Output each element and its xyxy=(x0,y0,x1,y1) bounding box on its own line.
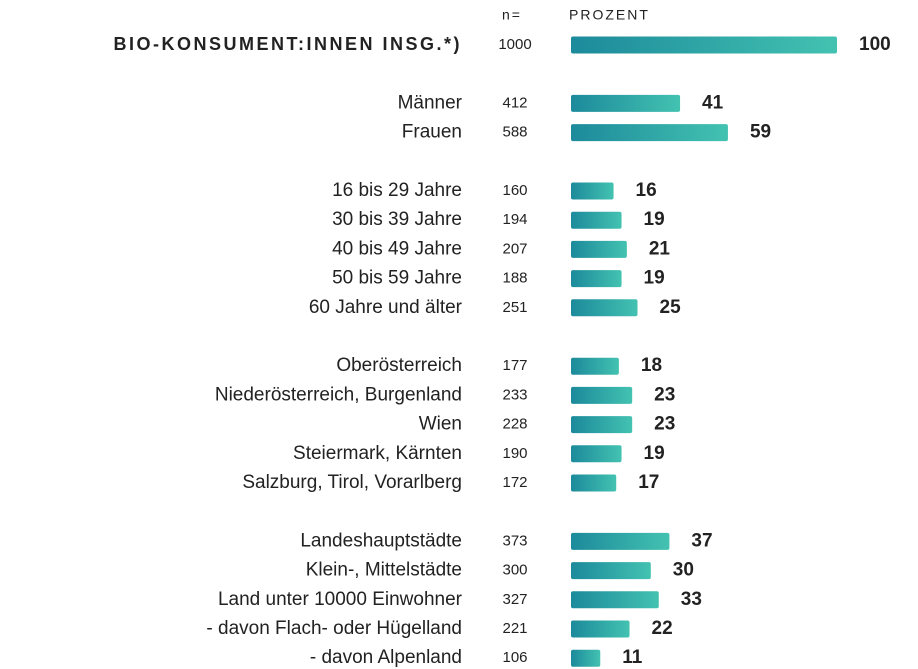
value-header: PROZENT xyxy=(569,7,650,23)
category-label: 30 bis 39 Jahre xyxy=(332,209,462,230)
bar xyxy=(571,94,681,112)
value-label: 30 xyxy=(673,560,694,581)
n-label: 300 xyxy=(502,562,527,579)
category-label: Steiermark, Kärnten xyxy=(293,443,462,464)
bar xyxy=(571,620,630,638)
n-label: 327 xyxy=(502,591,527,608)
n-label: 233 xyxy=(502,386,527,403)
category-label: 16 bis 29 Jahre xyxy=(332,180,462,201)
category-label: Salzburg, Tirol, Vorarlberg xyxy=(242,472,462,493)
category-label: Männer xyxy=(398,92,463,113)
value-label: 37 xyxy=(691,530,712,551)
value-label: 25 xyxy=(660,297,682,318)
n-label: 188 xyxy=(502,270,527,287)
category-label: Wien xyxy=(419,414,462,435)
n-label: 1000 xyxy=(498,36,531,53)
bar xyxy=(571,474,617,492)
bar xyxy=(571,270,622,288)
category-label: 40 bis 49 Jahre xyxy=(332,238,462,259)
bar xyxy=(571,240,627,258)
bar xyxy=(571,357,619,375)
bar xyxy=(571,562,651,580)
bar xyxy=(571,299,638,317)
value-label: 19 xyxy=(644,268,665,289)
n-label: 588 xyxy=(502,124,527,141)
bar xyxy=(571,182,614,200)
n-header: n= xyxy=(502,7,522,23)
value-label: 33 xyxy=(681,589,702,610)
n-label: 194 xyxy=(502,211,527,228)
bar xyxy=(571,36,837,54)
value-label: 23 xyxy=(654,384,675,405)
bar xyxy=(571,532,670,550)
n-label: 251 xyxy=(502,299,527,316)
value-label: 19 xyxy=(644,443,665,464)
category-label: Klein-, Mittelstädte xyxy=(306,560,462,581)
n-label: 106 xyxy=(502,649,527,666)
value-label: 100 xyxy=(859,34,891,55)
value-label: 17 xyxy=(638,472,659,493)
bar xyxy=(571,416,633,434)
n-label: 207 xyxy=(502,240,527,257)
category-label: 50 bis 59 Jahre xyxy=(332,268,462,289)
category-label: - davon Flach- oder Hügelland xyxy=(206,618,462,639)
bar xyxy=(571,591,659,609)
bar xyxy=(571,124,728,142)
value-label: 21 xyxy=(649,238,671,259)
bar xyxy=(571,445,622,463)
n-label: 160 xyxy=(502,182,527,199)
n-label: 221 xyxy=(502,620,527,637)
category-label: Landeshauptstädte xyxy=(300,530,462,551)
category-label: BIO-KONSUMENT:INNEN INSG.*) xyxy=(113,34,462,54)
category-label: Niederösterreich, Burgenland xyxy=(215,384,462,405)
value-label: 59 xyxy=(750,122,771,143)
category-label: 60 Jahre und älter xyxy=(309,297,463,318)
value-label: 19 xyxy=(644,209,665,230)
bar xyxy=(571,386,633,404)
n-label: 412 xyxy=(502,94,527,111)
category-label: Frauen xyxy=(402,122,462,143)
value-label: 16 xyxy=(636,180,657,201)
n-label: 228 xyxy=(502,416,527,433)
value-label: 11 xyxy=(622,647,643,668)
bar xyxy=(571,211,622,229)
value-label: 23 xyxy=(654,414,675,435)
n-label: 190 xyxy=(502,445,527,462)
value-label: 41 xyxy=(702,92,724,113)
category-label: - davon Alpenland xyxy=(310,647,462,668)
n-label: 373 xyxy=(502,532,527,549)
category-label: Oberösterreich xyxy=(336,355,462,376)
n-label: 172 xyxy=(502,474,527,491)
n-label: 177 xyxy=(502,357,527,374)
value-label: 22 xyxy=(652,618,673,639)
category-label: Land unter 10000 Einwohner xyxy=(218,589,463,610)
value-label: 18 xyxy=(641,355,662,376)
bar xyxy=(571,649,601,667)
